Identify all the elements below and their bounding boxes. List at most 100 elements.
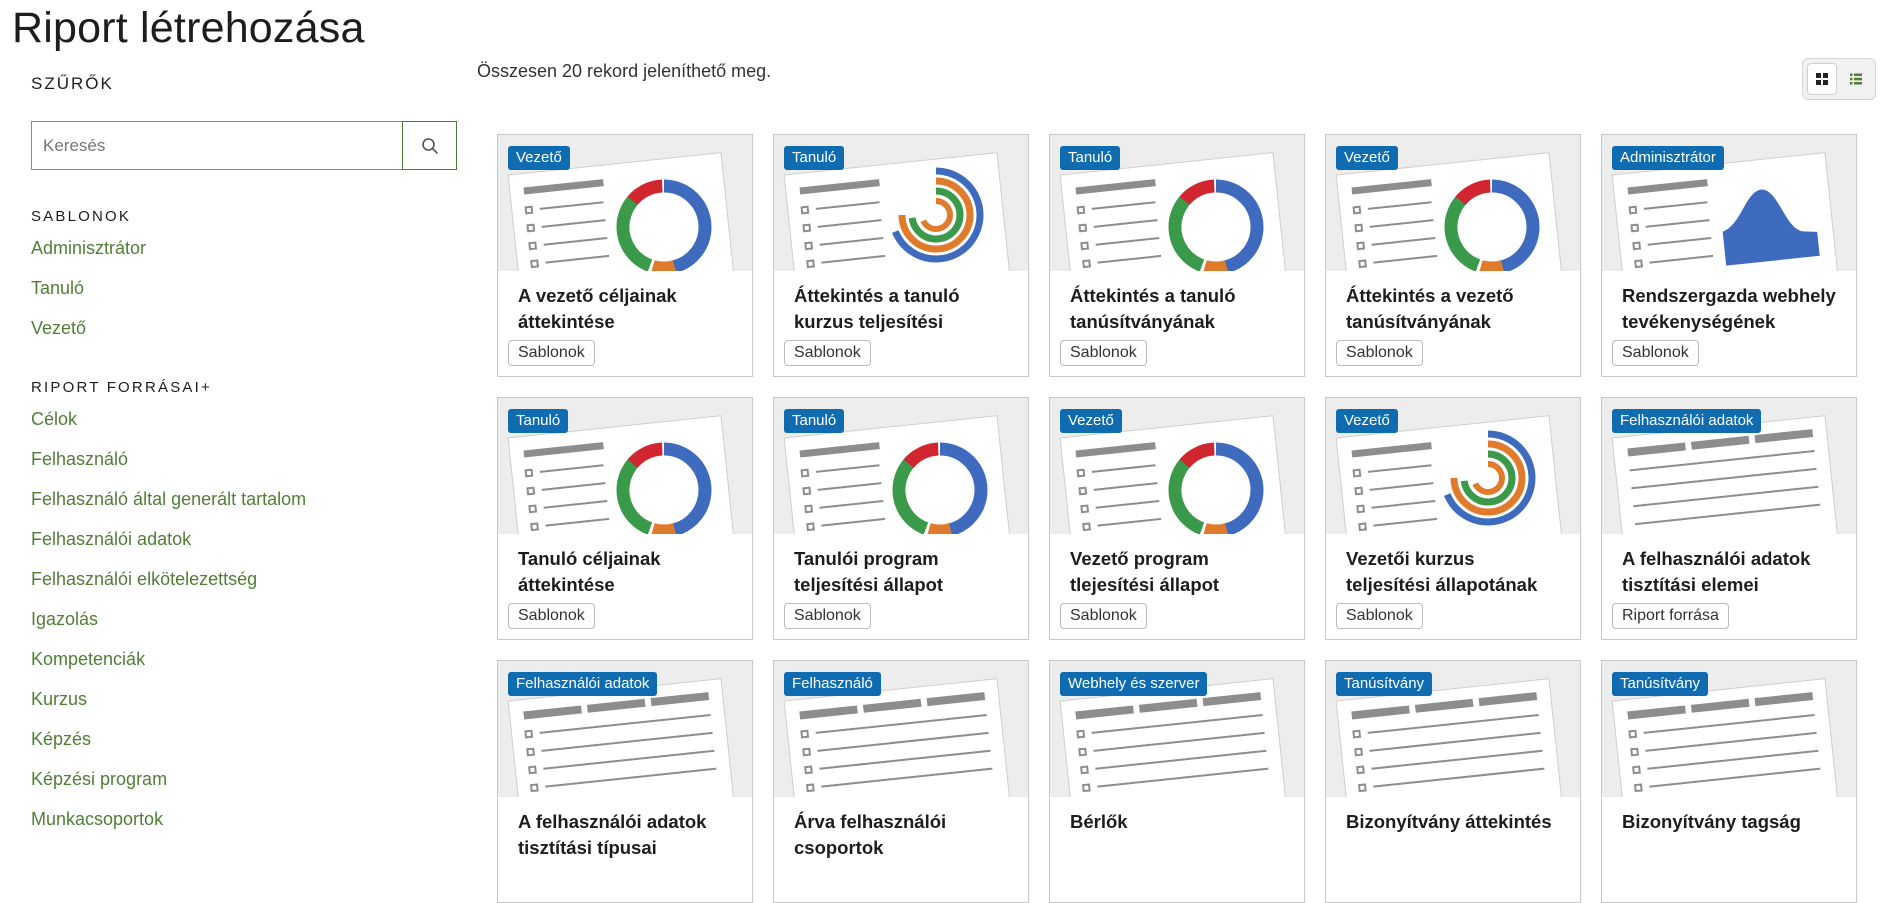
- card-thumbnail: Tanuló: [774, 135, 1028, 271]
- source-link[interactable]: Kompetenciák: [31, 649, 146, 669]
- report-card[interactable]: Adminisztrátor Rendszergazda webhely tev…: [1601, 134, 1857, 377]
- report-card[interactable]: Vezető Vezető program tlejesítési állapo…: [1049, 397, 1305, 640]
- card-role-badge: Tanuló: [1060, 146, 1121, 170]
- report-card[interactable]: Vezető Vezetői kurzus teljesítési állapo…: [1325, 397, 1581, 640]
- card-thumbnail: Felhasználói adatok: [1602, 398, 1856, 534]
- report-preview-illustration: [783, 415, 1014, 534]
- card-role-badge: Adminisztrátor: [1612, 146, 1724, 170]
- card-role-badge: Felhasználói adatok: [1612, 409, 1762, 433]
- card-role-badge: Felhasználói adatok: [508, 672, 658, 696]
- card-role-badge: Webhely és szerver: [1060, 672, 1208, 696]
- search-button[interactable]: [402, 121, 457, 170]
- templates-section-title: SABLONOK: [31, 208, 132, 225]
- templates-list: Adminisztrátor Tanuló Vezető: [31, 230, 459, 350]
- source-link[interactable]: Célok: [31, 409, 78, 429]
- report-preview-illustration: [1335, 415, 1566, 534]
- report-preview-illustration: [507, 415, 738, 534]
- card-title: Áttekintés a tanuló tanúsítványának: [1070, 285, 1236, 332]
- source-link[interactable]: Képzési program: [31, 769, 168, 789]
- card-thumbnail: Vezető: [1326, 398, 1580, 534]
- report-card[interactable]: Vezető A vezető céljainak áttekintése Sa…: [497, 134, 753, 377]
- card-title: Rendszergazda webhely tevékenységének: [1622, 285, 1836, 332]
- sources-list: Célok Felhasználó Felhasználó által gene…: [31, 401, 459, 841]
- report-card[interactable]: Tanuló Tanulói program teljesítési állap…: [773, 397, 1029, 640]
- card-thumbnail: Tanuló: [774, 398, 1028, 534]
- grid-view-icon: [1816, 73, 1829, 85]
- card-type-chip: Sablonok: [784, 340, 871, 366]
- page-title: Riport létrehozása: [12, 4, 365, 52]
- record-count-text: Összesen 20 rekord jeleníthető meg.: [477, 61, 772, 81]
- card-role-badge: Tanuló: [784, 146, 845, 170]
- filters-sidebar: SZŰRŐK SABLONOK Adminisztrátor Tanuló Ve…: [31, 64, 459, 841]
- card-thumbnail: Adminisztrátor: [1602, 135, 1856, 271]
- card-role-badge: Tanúsítvány: [1336, 672, 1433, 696]
- report-preview-illustration: [1059, 152, 1290, 271]
- search-input[interactable]: [32, 122, 402, 169]
- report-card[interactable]: Tanúsítvány Bizonyítvány áttekintés: [1325, 660, 1581, 903]
- card-role-badge: Vezető: [508, 146, 570, 170]
- report-preview-illustration: [783, 678, 1014, 797]
- card-thumbnail: Tanuló: [498, 398, 752, 534]
- card-thumbnail: Tanúsítvány: [1602, 661, 1856, 797]
- report-preview-illustration: [1611, 415, 1842, 534]
- template-link[interactable]: Tanuló: [31, 278, 85, 298]
- list-view-button[interactable]: [1841, 63, 1871, 95]
- card-title: Bérlők: [1070, 811, 1128, 832]
- template-link[interactable]: Adminisztrátor: [31, 238, 147, 258]
- card-title: A vezető céljainak áttekintése: [518, 285, 677, 332]
- search-icon: [421, 137, 438, 154]
- card-role-badge: Tanuló: [784, 409, 845, 433]
- report-card[interactable]: Tanuló Áttekintés a tanuló tanúsítványán…: [1049, 134, 1305, 377]
- template-link[interactable]: Vezető: [31, 318, 87, 338]
- card-thumbnail: Tanúsítvány: [1326, 661, 1580, 797]
- source-link[interactable]: Felhasználó: [31, 449, 129, 469]
- source-link[interactable]: Igazolás: [31, 609, 99, 629]
- source-link[interactable]: Kurzus: [31, 689, 88, 709]
- view-toggle: [1802, 58, 1876, 100]
- report-preview-illustration: [1611, 678, 1842, 797]
- report-card[interactable]: Felhasználói adatok A felhasználói adato…: [497, 660, 753, 903]
- card-title: Áttekintés a tanuló kurzus teljesítési: [794, 285, 960, 332]
- card-title: Bizonyítvány tagság: [1622, 811, 1801, 832]
- report-preview-illustration: [1059, 678, 1290, 797]
- source-link[interactable]: Munkacsoportok: [31, 809, 164, 829]
- source-link[interactable]: Felhasználói elkötelezettség: [31, 569, 258, 589]
- card-title: A felhasználói adatok tisztítási elemei: [1622, 548, 1811, 595]
- filters-title: SZŰRŐK: [31, 74, 114, 93]
- sources-section-title[interactable]: RIPORT FORRÁSAI+: [31, 379, 212, 396]
- grid-view-button[interactable]: [1807, 63, 1838, 95]
- card-role-badge: Tanúsítvány: [1612, 672, 1709, 696]
- report-card[interactable]: Vezető Áttekintés a vezető tanúsítványán…: [1325, 134, 1581, 377]
- card-title: A felhasználói adatok tisztítási típusai: [518, 811, 707, 858]
- source-link[interactable]: Felhasználói adatok: [31, 529, 192, 549]
- card-thumbnail: Vezető: [1326, 135, 1580, 271]
- report-preview-illustration: [783, 152, 1014, 271]
- list-view-icon: [1850, 73, 1863, 85]
- card-thumbnail: Vezető: [498, 135, 752, 271]
- report-card[interactable]: Tanúsítvány Bizonyítvány tagság: [1601, 660, 1857, 903]
- card-title: Áttekintés a vezető tanúsítványának: [1346, 285, 1514, 332]
- report-card[interactable]: Felhasználó Árva felhasználói csoportok: [773, 660, 1029, 903]
- card-type-chip: Riport forrása: [1612, 603, 1729, 629]
- report-preview-illustration: [507, 152, 738, 271]
- card-type-chip: Sablonok: [784, 603, 871, 629]
- report-preview-illustration: [507, 678, 738, 797]
- card-thumbnail: Webhely és szerver: [1050, 661, 1304, 797]
- card-title: Vezető program tlejesítési állapot: [1070, 548, 1220, 595]
- card-title: Tanuló céljainak áttekintése: [518, 548, 661, 595]
- card-thumbnail: Tanuló: [1050, 135, 1304, 271]
- source-link[interactable]: Felhasználó által generált tartalom: [31, 489, 307, 509]
- report-card[interactable]: Tanuló Áttekintés a tanuló kurzus teljes…: [773, 134, 1029, 377]
- report-preview-illustration: [1335, 152, 1566, 271]
- card-thumbnail: Vezető: [1050, 398, 1304, 534]
- report-card[interactable]: Felhasználói adatok A felhasználói adato…: [1601, 397, 1857, 640]
- report-preview-illustration: [1611, 152, 1842, 271]
- report-card-grid: Vezető A vezető céljainak áttekintése Sa…: [497, 134, 1869, 903]
- report-preview-illustration: [1335, 678, 1566, 797]
- card-type-chip: Sablonok: [1336, 603, 1423, 629]
- source-link[interactable]: Képzés: [31, 729, 92, 749]
- report-card[interactable]: Tanuló Tanuló céljainak áttekintése Sabl…: [497, 397, 753, 640]
- card-role-badge: Tanuló: [508, 409, 569, 433]
- report-card[interactable]: Webhely és szerver Bérlők: [1049, 660, 1305, 903]
- card-role-badge: Vezető: [1060, 409, 1122, 433]
